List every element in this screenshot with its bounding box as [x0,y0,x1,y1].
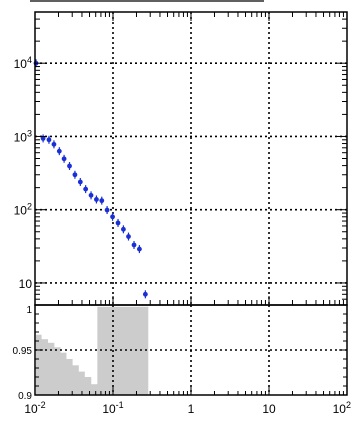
data-point [61,156,67,162]
histogram-bin [36,334,42,395]
data-point [40,136,46,141]
upper-y-tick-label: 10 [19,277,33,291]
data-point [142,291,148,297]
lower-tick-labels: 0.9 0.95 1 10-2 10-1 1 10 102 [13,305,351,416]
upper-y-tick-labels: 10 102 103 104 [14,55,33,291]
lower-x-tick-label: 1 [188,402,195,416]
upper-panel: 10 102 103 104 [14,11,348,306]
histogram-bin [140,306,147,395]
data-point [56,148,62,154]
histogram-bin [60,352,67,395]
data-point [104,207,110,213]
upper-ticks [34,11,347,306]
upper-y-tick-label: 103 [14,128,32,144]
data-point [110,214,115,220]
data-point [77,179,83,185]
histogram-bin [53,347,61,395]
data-point [131,242,137,248]
histogram-bin [41,339,48,395]
lower-x-tick-label: 10 [262,402,276,416]
lower-frame [34,304,348,396]
histogram-bin [97,306,104,395]
lower-grid [35,305,347,395]
upper-data-points [33,59,148,299]
histogram-bin [84,377,92,395]
lower-x-tick-label: 10-1 [102,400,123,416]
data-point [115,220,121,226]
lower-y-tick-label: 0.95 [13,346,33,357]
histogram-bin [66,359,73,395]
data-point [72,172,78,178]
lower-x-tick-label: 10-2 [24,400,45,416]
data-point [83,186,89,192]
upper-grid [35,12,347,305]
data-point [51,141,57,147]
histogram-bin [115,306,123,395]
histogram-bin [72,365,79,395]
data-point [121,226,126,232]
histogram-bin [103,306,110,395]
data-point [88,192,94,198]
histogram-bin [78,371,85,395]
lower-x-tick-label: 102 [333,400,351,416]
histogram-bin [127,306,135,395]
data-point [46,137,52,143]
lower-y-tick-label: 0.9 [18,391,32,402]
lower-histogram [36,306,149,395]
data-point [136,246,142,252]
lower-top-y-label: 1 [26,305,32,316]
upper-y-tick-label: 104 [14,55,32,71]
lower-panel: 0.9 0.95 1 10-2 10-1 1 10 102 [13,304,351,416]
data-point [94,197,99,202]
histogram-bin [134,306,141,395]
upper-y-tick-label: 102 [14,202,32,218]
histogram-bin [121,306,129,395]
data-point [99,198,105,204]
histogram-bin [90,384,98,395]
data-point [126,234,131,239]
data-point [67,163,72,169]
histogram-bin [146,306,149,395]
histogram-bin [47,342,55,395]
